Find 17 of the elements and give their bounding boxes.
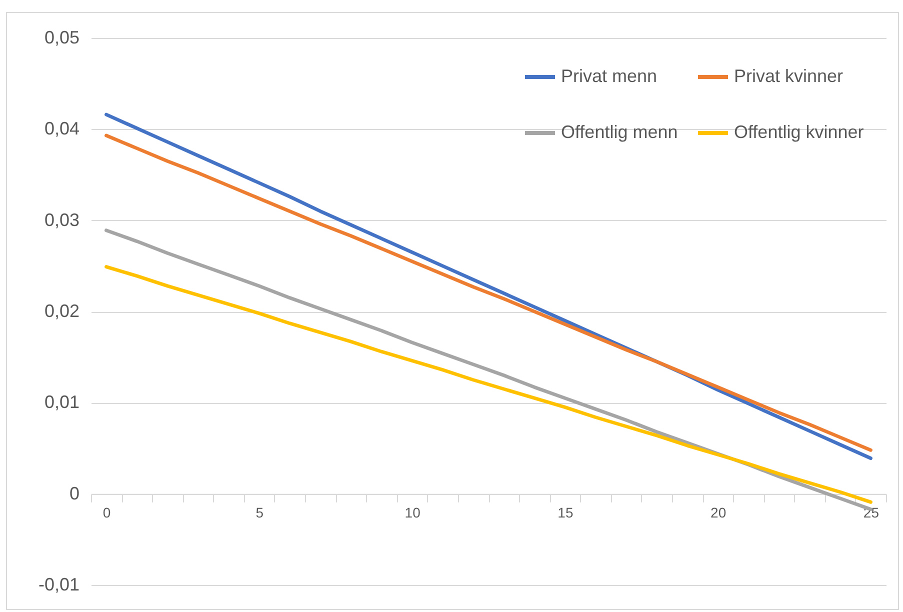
y-tick-label: -0,01 (38, 574, 80, 594)
legend-label: Privat menn (561, 66, 658, 86)
y-tick-label: 0,02 (44, 301, 80, 321)
y-tick-label: 0,03 (44, 210, 80, 230)
y-tick-label: 0,01 (44, 392, 80, 412)
legend-label: Offentlig menn (561, 122, 678, 142)
x-tick-label: 5 (256, 504, 264, 520)
x-tick-label: 20 (710, 504, 726, 520)
x-tick-label: 15 (558, 504, 574, 520)
x-tick-label: 0 (102, 504, 111, 520)
y-tick-label: 0 (69, 483, 80, 504)
legend-label: Offentlig kvinner (734, 122, 864, 142)
x-tick-label: 10 (404, 504, 421, 520)
y-tick-label: 0,04 (44, 118, 80, 139)
legend-label: Privat kvinner (734, 66, 844, 86)
y-tick-label: 0,05 (44, 28, 80, 48)
line-series (104, 265, 872, 504)
